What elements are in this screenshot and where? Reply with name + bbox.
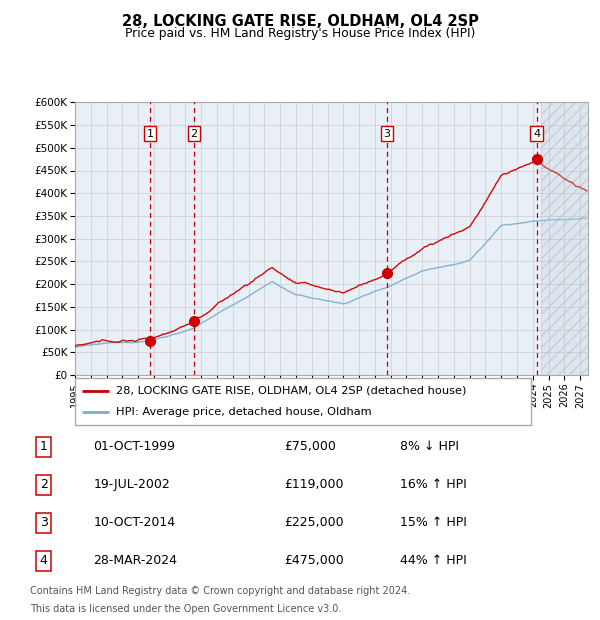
Text: 8% ↓ HPI: 8% ↓ HPI <box>400 440 459 453</box>
Bar <box>194 102 387 375</box>
Text: 1: 1 <box>40 440 48 453</box>
FancyBboxPatch shape <box>75 378 531 425</box>
Text: 19-JUL-2002: 19-JUL-2002 <box>94 478 170 491</box>
Text: 2: 2 <box>40 478 48 491</box>
Text: 2: 2 <box>190 129 197 139</box>
Text: 4: 4 <box>533 129 540 139</box>
Text: £225,000: £225,000 <box>284 516 344 529</box>
Text: 28, LOCKING GATE RISE, OLDHAM, OL4 2SP (detached house): 28, LOCKING GATE RISE, OLDHAM, OL4 2SP (… <box>116 386 466 396</box>
Text: 28-MAR-2024: 28-MAR-2024 <box>94 554 178 567</box>
Text: 1: 1 <box>146 129 154 139</box>
Bar <box>541 102 600 375</box>
Text: Price paid vs. HM Land Registry's House Price Index (HPI): Price paid vs. HM Land Registry's House … <box>125 27 475 40</box>
Text: 15% ↑ HPI: 15% ↑ HPI <box>400 516 467 529</box>
Text: £475,000: £475,000 <box>284 554 344 567</box>
Text: 10-OCT-2014: 10-OCT-2014 <box>94 516 176 529</box>
Text: 28, LOCKING GATE RISE, OLDHAM, OL4 2SP: 28, LOCKING GATE RISE, OLDHAM, OL4 2SP <box>122 14 478 29</box>
Text: £119,000: £119,000 <box>284 478 343 491</box>
Text: 3: 3 <box>40 516 48 529</box>
Text: HPI: Average price, detached house, Oldham: HPI: Average price, detached house, Oldh… <box>116 407 371 417</box>
Text: 44% ↑ HPI: 44% ↑ HPI <box>400 554 467 567</box>
Text: 01-OCT-1999: 01-OCT-1999 <box>94 440 175 453</box>
Bar <box>541 102 600 375</box>
Text: 4: 4 <box>40 554 48 567</box>
Text: £75,000: £75,000 <box>284 440 336 453</box>
Text: This data is licensed under the Open Government Licence v3.0.: This data is licensed under the Open Gov… <box>30 604 341 614</box>
Text: Contains HM Land Registry data © Crown copyright and database right 2024.: Contains HM Land Registry data © Crown c… <box>30 586 410 596</box>
Bar <box>387 102 536 375</box>
Text: 16% ↑ HPI: 16% ↑ HPI <box>400 478 467 491</box>
Text: 3: 3 <box>383 129 391 139</box>
Bar <box>150 102 194 375</box>
Bar <box>75 102 150 375</box>
